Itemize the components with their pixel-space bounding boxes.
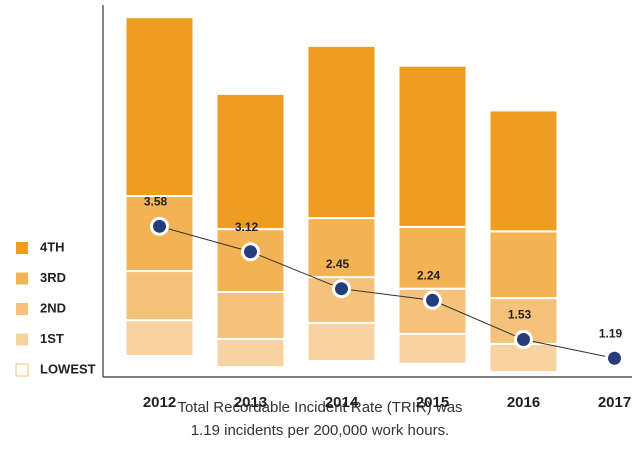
- data-label: 3.12: [235, 220, 259, 234]
- bar-segment: [306, 44, 377, 220]
- x-tick-label: 2012: [143, 394, 176, 411]
- bar-segment: [124, 319, 195, 358]
- data-label: 3.58: [144, 195, 168, 209]
- bar-segment: [306, 217, 377, 279]
- x-tick-label: 2015: [416, 394, 449, 411]
- trir-point: [332, 279, 351, 299]
- bar-segment: [215, 337, 286, 369]
- bar-segment: [397, 225, 468, 290]
- bar-segment: [124, 355, 195, 378]
- trir-line: [159, 225, 615, 359]
- legend-swatch: [16, 242, 28, 254]
- bar-segment: [306, 359, 377, 378]
- legend-label: 1ST: [40, 331, 64, 346]
- legend-swatch: [16, 272, 28, 285]
- data-label: 1.53: [508, 308, 532, 322]
- data-label: 2.45: [326, 257, 350, 271]
- bar-segment: [397, 332, 468, 365]
- bar-segment: [215, 366, 286, 378]
- legend-swatch: [16, 333, 28, 346]
- caption: 1.19 incidents per 200,000 work hours.: [191, 422, 450, 439]
- bar-segment: [397, 362, 468, 378]
- bar-segment: [306, 321, 377, 362]
- legend-label: LOWEST: [40, 361, 96, 376]
- data-label: 2.24: [417, 268, 441, 282]
- bar-segment: [215, 291, 286, 340]
- caption: Total Recordable Incident Rate (TRIR) wa…: [177, 399, 462, 416]
- bar-segment: [488, 109, 559, 233]
- x-tick-label: 2014: [325, 394, 359, 411]
- trir-point: [150, 216, 169, 236]
- x-tick-label: 2013: [234, 394, 267, 411]
- bar-segment: [124, 270, 195, 322]
- bar-segment: [124, 16, 195, 197]
- trir-point: [423, 290, 442, 310]
- trir-point: [514, 329, 533, 349]
- data-label: 1.19: [599, 326, 623, 340]
- trir-point: [605, 348, 624, 368]
- x-tick-label: 2016: [507, 394, 540, 411]
- trir-point: [241, 242, 260, 262]
- legend-label: 2ND: [40, 300, 66, 315]
- legend-swatch: [15, 363, 29, 377]
- bar-segment: [488, 230, 559, 300]
- legend-label: 3RD: [40, 270, 66, 285]
- legend-swatch: [16, 303, 28, 315]
- bar-segment: [215, 92, 286, 231]
- legend-label: 4TH: [40, 239, 65, 254]
- bar-segment: [397, 64, 468, 228]
- x-tick-label: 2017: [598, 394, 631, 411]
